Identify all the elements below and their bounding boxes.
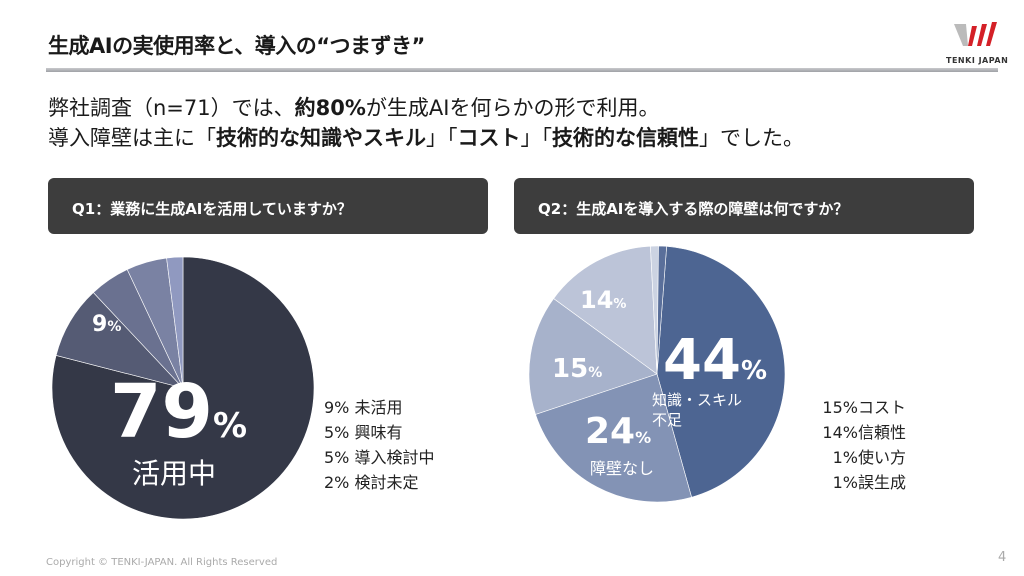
- q2-label-14: 14%: [580, 286, 627, 314]
- q1-header: Q1：業務に生成AIを活用していますか？: [48, 178, 488, 234]
- lead-text: が生成AIを何らかの形で利用。: [365, 96, 660, 120]
- q1-label-9: 9%: [92, 312, 122, 337]
- pie2-slice-2: [528, 298, 658, 415]
- q1-legend: 9% 未活用 5% 興味有 5% 導入検討中 2% 検討未定: [324, 395, 434, 495]
- pie2-slice-1: [535, 373, 692, 503]
- q1-label-main: 活用中: [132, 457, 217, 490]
- pie2-slice-5: [656, 245, 667, 375]
- lead-emphasis: 技術的な信頼性: [552, 126, 699, 150]
- lead-emphasis: 技術的な知識やスキル: [216, 126, 426, 150]
- pie2-slice-0: [656, 246, 786, 498]
- lead-line-1: 弊社調査（n=71）では、約80%が生成AIを何らかの形で利用。: [48, 92, 659, 122]
- legend-item: 14%信頼性: [822, 423, 906, 442]
- lead-text: 」「: [520, 126, 553, 150]
- lead-emphasis: コスト: [457, 126, 521, 150]
- q2-label-24: 24%: [585, 411, 652, 452]
- slide-title: 生成AIの実使用率と、導入の“つまずき”: [48, 34, 425, 58]
- legend-item: 2% 検討未定: [324, 473, 419, 492]
- q2-label-15: 15%: [552, 354, 603, 384]
- title-divider: [46, 68, 998, 72]
- q1-label-79: 79%: [110, 369, 248, 455]
- tenki-japan-logo: TENKI JAPAN: [946, 20, 1009, 68]
- lead-emphasis: 約80%: [294, 96, 366, 120]
- legend-item: 5% 興味有: [324, 423, 403, 442]
- logo-mark-icon: [954, 22, 997, 46]
- q2-header: Q2：生成AIを導入する際の障壁は何ですか？: [514, 178, 974, 234]
- legend-item: 1%使い方: [832, 448, 906, 467]
- lead-text: 導入障壁は主に「: [48, 126, 216, 150]
- pie2-slice-3: [553, 245, 658, 375]
- lead-text: 」でした。: [699, 126, 804, 150]
- logo-text: TENKI JAPAN: [946, 56, 1009, 65]
- legend-item: 15%コスト: [822, 398, 906, 417]
- q2-label-24-text: 障壁なし: [590, 459, 655, 478]
- q2-label-44-text: 知識・スキル 不足: [652, 391, 743, 429]
- lead-text: 」「: [426, 126, 458, 150]
- legend-item: 5% 導入検討中: [324, 448, 435, 467]
- copyright: Copyright © TENKI-JAPAN. All Rights Rese…: [46, 557, 278, 568]
- legend-item: 1%誤生成: [832, 473, 906, 492]
- lead-text: 弊社調査（n=71）では、: [48, 96, 295, 120]
- lead-line-2: 導入障壁は主に「技術的な知識やスキル」「コスト」「技術的な信頼性」でした。: [48, 122, 804, 152]
- legend-item: 9% 未活用: [324, 398, 403, 417]
- page-number: 4: [998, 550, 1007, 565]
- q2-label-44: 44%: [663, 328, 767, 393]
- q2-legend: 15%コスト 14%信頼性 1%使い方 1%誤生成: [802, 395, 906, 495]
- pie1-slice-4: [166, 256, 184, 389]
